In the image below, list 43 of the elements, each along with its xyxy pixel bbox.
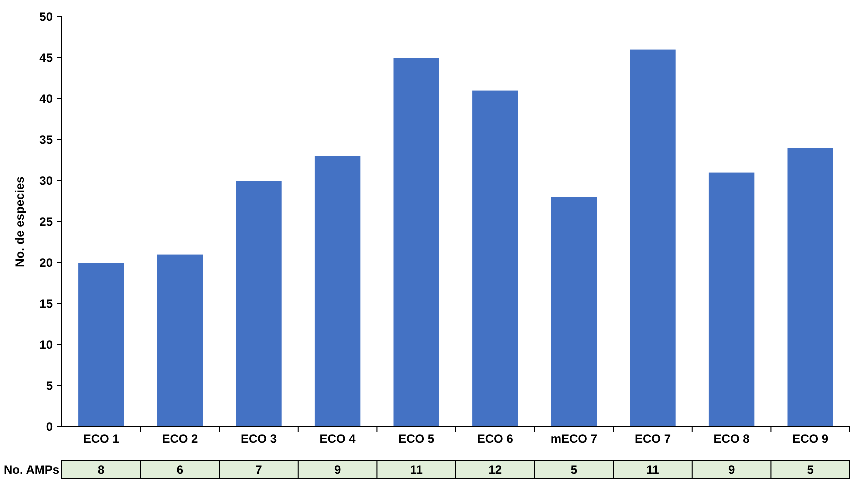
x-tick-label: ECO 5 [398,432,435,446]
text: No. AMPs [4,463,60,478]
text: 11 [646,463,660,478]
text: 9 [334,463,342,478]
bar [314,156,361,427]
text: 8 [98,463,106,478]
y-tick-label: 5 [46,379,54,394]
bar [788,148,834,427]
y-tick-label: 50 [40,10,54,24]
x-tick-label: ECO 1 [83,432,120,446]
text: 5 [570,463,578,478]
bar [551,197,598,427]
y-tick-label: 20 [40,256,54,270]
x-tick-label: ECO 6 [477,432,514,446]
x-tick-label: ECO 8 [714,432,750,446]
x-tick-label: ECO 9 [792,432,829,446]
bar [708,172,755,427]
text: 9 [728,463,736,478]
y-axis-title: No. de especies [13,176,27,268]
bar [394,58,440,427]
y-tick-label: 45 [40,51,54,66]
y-tick-label: 10 [40,338,54,352]
y-tick-label: 40 [40,92,54,106]
text: 6 [176,463,184,478]
x-tick-label: ECO 3 [240,432,278,446]
text: 11 [410,463,424,478]
y-tick-label: 15 [40,297,54,312]
bar [472,90,518,427]
bar [236,181,282,427]
x-tick-label: ECO 4 [320,432,356,446]
bar [630,50,676,427]
y-tick-label: 30 [40,174,54,188]
text: 5 [807,463,814,478]
y-tick-label: 35 [40,133,54,148]
x-tick-label: ECO 2 [162,432,199,446]
text: 12 [488,463,502,478]
x-tick-label: ECO 7 [634,432,672,446]
text: 7 [256,463,263,478]
bar [78,263,124,427]
x-tick-label: mECO 7 [550,432,598,446]
y-tick-label: 0 [46,420,54,434]
bar [157,254,204,427]
y-tick-label: 25 [40,215,54,230]
